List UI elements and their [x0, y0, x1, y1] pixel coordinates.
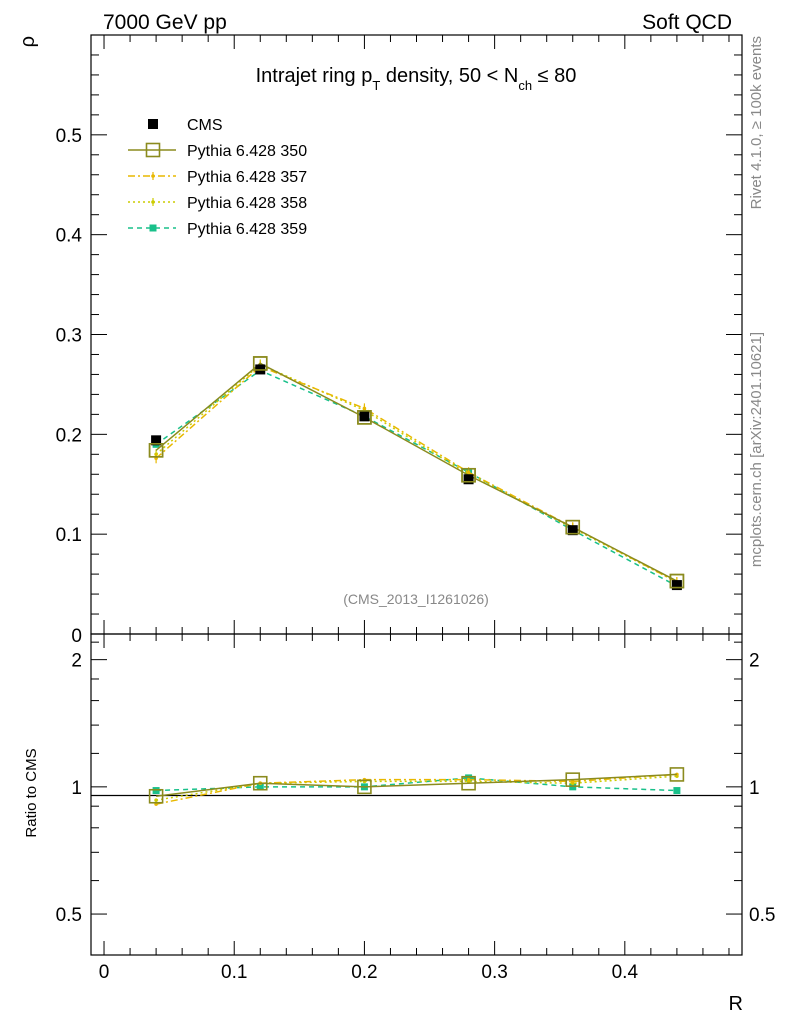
y-tick-label-bottom-right: 2 [749, 651, 760, 672]
ratio-line [155, 775, 677, 801]
legend-marker [149, 224, 157, 232]
legend-label: Pythia 6.428 359 [187, 221, 307, 238]
data-point [151, 435, 162, 446]
header-left-label: 7000 GeV pp [103, 11, 227, 34]
x-axis-title: R [729, 993, 743, 1015]
title-end: ≤ 80 [532, 65, 576, 87]
y-tick-label-top: 0.3 [56, 326, 82, 347]
legend-label: Pythia 6.428 357 [187, 169, 307, 186]
series-line [155, 365, 678, 583]
legend-label: Pythia 6.428 358 [187, 195, 307, 212]
header-right-label: Soft QCD [642, 11, 732, 34]
ratio-point [148, 788, 164, 804]
y-tick-label-top: 0.5 [56, 126, 82, 147]
title-sub-t: T [372, 78, 380, 93]
series-point-overlay [357, 410, 372, 425]
title-sub-ch: ch [518, 78, 532, 93]
x-tick-label: 0.3 [481, 962, 507, 983]
series-point-overlay [252, 356, 268, 371]
x-tick-label: 0 [99, 962, 110, 983]
y-tick-label-top: 0.4 [56, 226, 83, 247]
y-axis-title-bottom: Ratio to CMS [23, 748, 40, 837]
bottom-plot-frame [90, 633, 743, 956]
series-line [155, 363, 678, 583]
y-tick-label-top-zero: 0 [71, 626, 82, 647]
legend-marker [151, 200, 155, 204]
ratio-point [461, 775, 476, 791]
y-tick-label-top: 0.2 [56, 425, 82, 446]
legend-marker [151, 174, 155, 178]
series-line [155, 369, 678, 587]
y-tick-label-bottom-left: 0.5 [56, 905, 82, 926]
axis-tick-labels: 0 0.1 0.2 0.3 0.4 0.1 0.2 0.3 0.4 0.5 0.5 0.5 1 1 2 2 [56, 126, 776, 983]
ratio-point [673, 787, 681, 795]
y-tick-label-bottom-right: 1 [749, 778, 760, 799]
data-point [567, 525, 578, 536]
ratio-point [570, 779, 575, 784]
y-axis-title-top: ρ [17, 36, 39, 47]
data-point [671, 580, 682, 591]
series-point-overlay [461, 467, 476, 483]
x-tick-label: 0.2 [351, 962, 377, 983]
ratio-series-layer [148, 767, 685, 806]
series-point [466, 470, 471, 475]
ratio-point [565, 772, 581, 787]
ratio-line [156, 777, 677, 792]
ratio-point [669, 767, 685, 782]
side-label-mcplots: mcplots.cern.ch [arXiv:2401.10621] [748, 332, 765, 567]
x-tick-label: 0.4 [612, 962, 639, 983]
y-tick-label-bottom-left: 1 [71, 778, 82, 799]
ratio-line [155, 773, 677, 805]
legend: CMS Pythia 6.428 350 Pythia 6.428 357 Pythi… [128, 117, 307, 238]
series-point [362, 406, 367, 411]
ratio-point [357, 779, 372, 795]
top-series-layer [148, 356, 685, 591]
axis-ticks [91, 35, 742, 956]
legend-label: CMS [187, 117, 223, 134]
ratio-point [466, 777, 471, 782]
title-mid: density, 50 < N [380, 65, 518, 87]
y-tick-label-bottom-left: 2 [71, 651, 82, 672]
series-point-overlay [148, 443, 164, 458]
data-point [359, 411, 370, 422]
legend-label: Pythia 6.428 350 [187, 143, 307, 160]
ratio-point [256, 783, 264, 791]
series-line [155, 362, 678, 582]
legend-marker-cms [148, 119, 158, 129]
x-tick-label: 0.1 [221, 962, 247, 983]
series-point-overlay [669, 573, 685, 589]
side-label-rivet: Rivet 4.1.0, ≥ 100k events [748, 36, 765, 209]
title-main: Intrajet ring p [256, 65, 373, 87]
analysis-tag: (CMS_2013_I1261026) [343, 591, 489, 607]
series-point-overlay [565, 519, 581, 535]
ratio-point [154, 798, 158, 802]
ratio-point [252, 775, 268, 791]
data-point [463, 474, 474, 485]
chart-title: Intrajet ring pT density, 50 < Nch ≤ 80 [256, 65, 577, 93]
ratio-line [156, 773, 677, 798]
y-tick-label-bottom-right: 0.5 [749, 905, 775, 926]
y-tick-label-top: 0.1 [56, 525, 82, 546]
legend-marker [145, 142, 161, 158]
